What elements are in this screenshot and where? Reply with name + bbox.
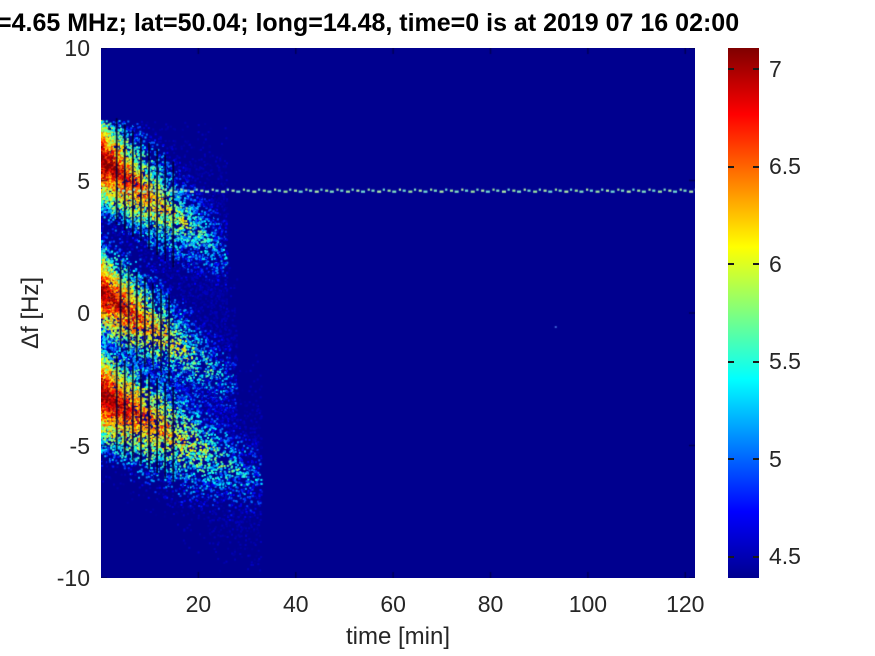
x-tick-label: 20 (185, 591, 212, 617)
y-tick-label: 10 (64, 35, 90, 61)
colorbar-tick-mark (753, 165, 759, 168)
x-tick-label: 100 (568, 591, 608, 617)
x-tick-label: 80 (477, 591, 504, 617)
y-tick-label: -5 (69, 432, 90, 459)
colorbar-tick-mark (728, 360, 734, 363)
colorbar-tick-mark (753, 555, 759, 558)
x-tick-label: 40 (282, 591, 309, 617)
spectrogram-plot (101, 48, 695, 578)
colorbar (728, 48, 759, 578)
colorbar-tick-label: 5 (769, 445, 782, 472)
colorbar-tick-mark (728, 165, 734, 168)
y-tick-label: 0 (77, 300, 90, 326)
colorbar-tick-mark (728, 458, 734, 461)
colorbar-tick-label: 6.5 (769, 153, 801, 180)
colorbar-tick-mark (753, 360, 759, 363)
colorbar-tick-mark (728, 263, 734, 266)
x-axis-label: time [min] (345, 623, 451, 650)
colorbar-tick-label: 6 (769, 250, 782, 277)
colorbar-tick-mark (753, 458, 759, 461)
plot-title: =4.65 MHz; lat=50.04; long=14.48, time=0… (0, 9, 740, 37)
colorbar-tick-label: 7 (769, 55, 782, 82)
y-tick-label: 5 (77, 167, 90, 194)
colorbar-tick-label: 5.5 (769, 348, 801, 375)
colorbar-tick-label: 4.5 (769, 543, 801, 570)
colorbar-tick-mark (753, 68, 759, 71)
colorbar-tick-mark (728, 555, 734, 558)
x-tick-label: 60 (380, 591, 406, 617)
colorbar-tick-mark (728, 68, 734, 71)
x-tick-label: 120 (666, 591, 705, 617)
colorbar-tick-mark (753, 263, 759, 266)
y-tick-label: -10 (56, 565, 90, 591)
